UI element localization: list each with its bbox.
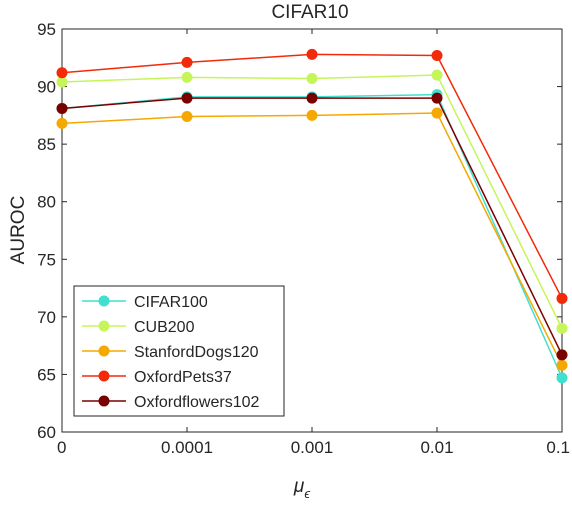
data-point xyxy=(56,76,68,88)
data-point xyxy=(181,56,193,68)
legend-swatch-marker xyxy=(98,370,110,382)
y-axis-title: AUROC xyxy=(8,196,29,265)
legend-label: OxfordPets37 xyxy=(134,369,232,386)
legend-label: StanfordDogs120 xyxy=(134,344,259,361)
data-point xyxy=(431,92,443,104)
legend-swatch-marker xyxy=(98,395,110,407)
y-axis: 60 65 70 75 80 85 90 95 xyxy=(37,20,562,442)
y-tick-label: 90 xyxy=(37,78,56,97)
data-point xyxy=(431,49,443,61)
y-tick-label: 95 xyxy=(37,20,56,39)
x-tick-label: 0 xyxy=(57,438,66,457)
data-point xyxy=(56,67,68,79)
data-point xyxy=(556,372,568,384)
legend-label: CUB200 xyxy=(134,319,195,336)
y-tick-label: 70 xyxy=(37,308,56,327)
x-tick-label: 0.0001 xyxy=(161,438,213,457)
x-tick-label: 0.001 xyxy=(291,438,334,457)
x-tick-label: 0.01 xyxy=(420,438,453,457)
x-axis-title-main: μ xyxy=(293,476,305,497)
y-tick-label: 80 xyxy=(37,193,56,212)
legend-swatch-marker xyxy=(98,345,110,357)
legend-label: Oxfordflowers102 xyxy=(134,394,259,411)
data-point xyxy=(181,111,193,123)
x-axis-title-subscript: ϵ xyxy=(304,486,310,501)
data-point xyxy=(306,48,318,60)
data-point xyxy=(556,359,568,371)
y-tick-label: 75 xyxy=(37,250,56,269)
data-point xyxy=(181,71,193,83)
y-tick-label: 60 xyxy=(37,423,56,442)
y-tick-label: 65 xyxy=(37,365,56,384)
series-layer xyxy=(56,48,568,384)
legend-swatch-marker xyxy=(98,320,110,332)
data-point xyxy=(556,349,568,361)
chart-title: CIFAR10 xyxy=(271,2,348,23)
data-point xyxy=(556,292,568,304)
data-point xyxy=(556,322,568,334)
legend-swatch-marker xyxy=(98,295,110,307)
data-point xyxy=(306,73,318,85)
data-point xyxy=(306,92,318,104)
data-point xyxy=(56,102,68,114)
data-point xyxy=(306,109,318,121)
data-point xyxy=(431,107,443,119)
data-point xyxy=(56,117,68,129)
x-axis-title: μϵ xyxy=(293,476,310,501)
legend-label: CIFAR100 xyxy=(134,294,208,311)
x-axis: 0 0.0001 0.001 0.01 0.1 xyxy=(57,29,570,457)
legend: CIFAR100 CUB200 StanfordDogs120 OxfordPets3… xyxy=(73,285,285,417)
x-tick-label: 0.1 xyxy=(546,438,570,457)
y-tick-label: 85 xyxy=(37,135,56,154)
data-point xyxy=(181,92,193,104)
data-point xyxy=(431,69,443,81)
